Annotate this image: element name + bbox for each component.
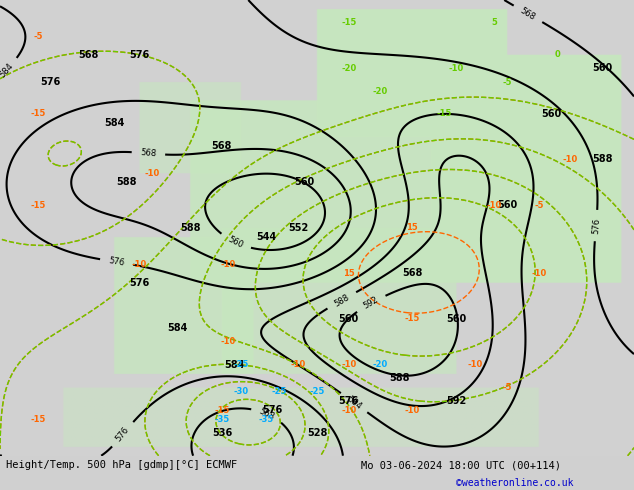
Text: 584: 584 [345,394,363,411]
Text: 552: 552 [288,223,308,233]
Text: Mo 03-06-2024 18:00 UTC (00+114): Mo 03-06-2024 18:00 UTC (00+114) [361,461,561,470]
Text: -10: -10 [404,406,420,415]
Text: -10: -10 [487,200,502,210]
Text: Height/Temp. 500 hPa [gdmp][°C] ECMWF: Height/Temp. 500 hPa [gdmp][°C] ECMWF [6,461,238,470]
Text: 588: 588 [117,177,137,187]
Text: -10: -10 [468,360,483,369]
Text: 588: 588 [180,223,200,233]
Text: 568: 568 [258,407,276,421]
Text: 576: 576 [114,425,131,443]
Text: 576: 576 [262,405,283,415]
Text: -10: -10 [341,360,356,369]
Text: 576: 576 [591,217,601,234]
Text: -15: -15 [30,415,46,424]
Text: -25: -25 [309,388,325,396]
Text: -20: -20 [373,87,388,96]
Text: -15: -15 [30,109,46,119]
Text: -10: -10 [563,155,578,164]
Text: -10: -10 [449,64,464,73]
Text: -10: -10 [145,169,160,178]
Text: 592: 592 [446,396,467,406]
Text: -10: -10 [221,260,236,269]
Text: -20: -20 [341,64,356,73]
Text: -15: -15 [30,200,46,210]
Text: 588: 588 [389,373,410,383]
Text: -15: -15 [341,18,356,27]
Text: -10: -10 [531,269,547,278]
Text: 568: 568 [402,269,422,278]
Text: -35: -35 [259,415,274,424]
Text: -10: -10 [221,337,236,346]
Text: 584: 584 [224,360,245,369]
Text: -5: -5 [34,32,42,41]
Text: 560: 560 [446,314,467,324]
Text: 576: 576 [129,49,150,60]
Text: 584: 584 [104,118,124,128]
Text: 576: 576 [41,77,61,87]
Text: -10: -10 [290,360,306,369]
Text: 15: 15 [343,269,354,278]
Text: -5: -5 [534,200,543,210]
Text: -15: -15 [214,406,230,415]
Text: -10: -10 [341,406,356,415]
Text: 536: 536 [212,428,232,438]
Text: -25: -25 [233,360,249,369]
Text: 560: 560 [541,109,562,119]
Text: 528: 528 [307,428,327,438]
Text: 15: 15 [406,223,418,232]
Text: 568: 568 [519,6,537,22]
Text: -25: -25 [271,388,287,396]
Text: -5: -5 [503,77,512,87]
Text: 560: 560 [339,314,359,324]
Text: 592: 592 [362,295,380,311]
Text: 544: 544 [256,232,276,242]
Text: 560: 560 [497,200,517,210]
Text: -15: -15 [404,315,420,323]
Text: 560: 560 [294,177,314,187]
Text: -10: -10 [132,260,147,269]
Text: 576: 576 [339,396,359,406]
Text: 568: 568 [140,148,157,159]
Text: -15: -15 [436,109,451,119]
Text: -30: -30 [233,388,249,396]
Text: -20: -20 [373,360,388,369]
Text: 0: 0 [555,50,561,59]
Text: 5: 5 [491,18,498,27]
Text: 588: 588 [592,154,612,165]
Text: 584: 584 [167,323,188,333]
Text: 576: 576 [129,277,150,288]
Text: -5: -5 [503,383,512,392]
Text: 568: 568 [79,49,99,60]
Text: 560: 560 [592,63,612,74]
Text: 560: 560 [226,235,245,250]
Text: 588: 588 [333,292,351,308]
Text: 576: 576 [108,256,126,268]
Text: ©weatheronline.co.uk: ©weatheronline.co.uk [456,478,574,488]
Text: -35: -35 [214,415,230,424]
Text: 568: 568 [212,141,232,151]
Text: 584: 584 [0,61,15,79]
